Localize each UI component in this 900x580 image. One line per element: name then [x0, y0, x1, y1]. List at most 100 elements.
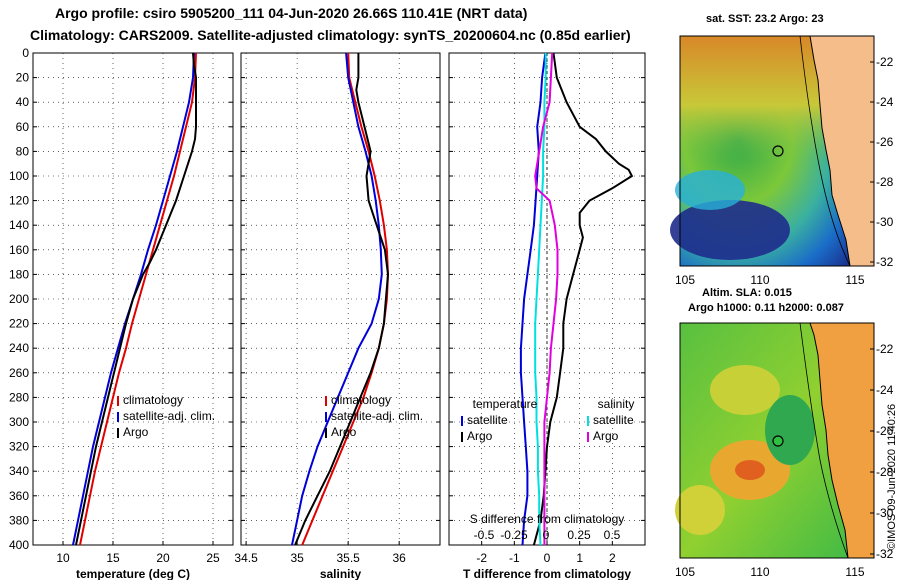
temperature-xtick-label: 15 [106, 551, 120, 565]
diff-top-tick-label: 0.5 [604, 528, 621, 542]
altim-shelf-contour [799, 322, 849, 559]
depth-tick-label: 300 [9, 415, 29, 429]
diff-legend-label-temp: Argo [467, 429, 493, 443]
altAxes-lon-label: 115 [845, 565, 864, 579]
sst-argo-marker [772, 145, 784, 157]
altAxes-lon-label: 110 [750, 565, 769, 579]
salinity-series-climatology [301, 52, 390, 546]
difference-series-salinity-argo [534, 52, 559, 545]
temperature-series-argo [75, 52, 197, 546]
depth-tick-label: 80 [16, 144, 30, 158]
altim-map-frame [679, 322, 875, 559]
temperature-xlabel: temperature (deg C) [76, 567, 190, 580]
temperature-series-satellite-adj-clim- [72, 52, 195, 546]
altim-high-1 [710, 365, 780, 415]
depth-tick-label: 140 [9, 218, 29, 232]
sst-cold-pool [670, 200, 790, 260]
altAxes-lon-label: 105 [675, 565, 695, 579]
altim-low-1 [765, 395, 815, 465]
altim-map-title-2: Argo h1000: 0.11 h2000: 0.087 [688, 302, 844, 314]
difference-xtick-label: 0 [544, 551, 551, 565]
temperature-xtick-label: 10 [56, 551, 70, 565]
diff-legend-label-sal: satellite [593, 413, 634, 427]
salinity-frame [240, 52, 441, 546]
sstAxes-lat-label: -22 [876, 55, 894, 69]
depth-tick-label: 240 [9, 341, 29, 355]
depth-tick-label: 220 [9, 317, 29, 331]
temperature-series-climatology [79, 52, 197, 546]
salinity-xtick-label: 36 [392, 551, 406, 565]
sstAxes-lat-label: -30 [876, 215, 894, 229]
sstAxes-lat-label: -26 [876, 135, 894, 149]
altim-high-3 [675, 485, 725, 535]
altAxes-lat-label: -30 [876, 506, 894, 520]
altAxes-lat-label: -28 [876, 465, 894, 479]
depth-tick-label: 280 [9, 390, 29, 404]
depth-tick-label: 320 [9, 440, 29, 454]
diff-top-tick-label: -0.25 [500, 528, 528, 542]
depth-tick-label: 200 [9, 292, 29, 306]
imos-timestamp: ©IMOS 09-Jun-2020 11:40:26 [886, 403, 898, 550]
depth-tick-label: 120 [9, 194, 29, 208]
altim-high-core [735, 460, 765, 480]
difference-xtick-label: 1 [576, 551, 583, 565]
difference-series-temperature-satellite [519, 52, 547, 546]
depth-tick-label: 260 [9, 366, 29, 380]
temperature-xtick-label: 25 [206, 551, 220, 565]
difference-frame [448, 52, 646, 546]
difference-series-salinity-satellite [534, 53, 547, 546]
temperature-frame [32, 52, 234, 546]
salinity-xlabel: salinity [320, 567, 362, 580]
difference-xtick-label: -2 [476, 551, 487, 565]
altim-map-title-1: Altim. SLA: 0.015 [702, 287, 792, 299]
depth-tick-label: 60 [16, 120, 30, 134]
diff-top-axis-label: S difference from climatology [470, 512, 625, 526]
diff-top-tick-label: 0 [543, 528, 550, 542]
temperature-legend-label: Argo [123, 425, 149, 439]
diff-legend-label-temp: satellite [467, 413, 508, 427]
diff-top-tick-label: 0.25 [567, 528, 591, 542]
temperature-xtick-label: 20 [156, 551, 170, 565]
altAxes-lat-label: -26 [876, 424, 894, 438]
diff-top-tick-label: -0.5 [474, 528, 495, 542]
salinity-xtick-label: 35 [290, 551, 304, 565]
salinity-xtick-label: 35.5 [336, 551, 360, 565]
salinity-legend-label: Argo [331, 425, 357, 439]
altAxes-lat-label: -24 [876, 383, 894, 397]
temperature-legend-label: satellite-adj. clim. [123, 409, 215, 423]
sst-shelf-contour [799, 35, 851, 267]
temperature-legend-label: climatology [123, 393, 183, 407]
difference-xtick-label: -1 [509, 551, 520, 565]
salinity-xtick-label: 34.5 [234, 551, 258, 565]
depth-tick-label: 340 [9, 464, 29, 478]
plot-title-line2: Climatology: CARS2009. Satellite-adjuste… [30, 27, 631, 43]
depth-tick-label: 380 [9, 513, 29, 527]
altim-map: -22 -24 -26 -28 -30 -32 105 110 115 [675, 322, 894, 579]
sstAxes-lon-label: 105 [675, 273, 695, 287]
altAxes-lat-label: -32 [876, 547, 894, 561]
depth-tick-label: 20 [16, 71, 30, 85]
depth-tick-label: 400 [9, 538, 29, 552]
difference-xtick-label: 2 [609, 551, 616, 565]
depth-tick-label: 360 [9, 489, 29, 503]
salinity-series-argo [294, 53, 390, 546]
salinity-legend-label: satellite-adj. clim. [331, 409, 423, 423]
depth-tick-label: 0 [22, 46, 29, 60]
difference-series-temperature-argo [532, 52, 634, 546]
sst-cyan-patch [675, 170, 745, 210]
sstAxes-lat-label: -32 [876, 255, 894, 269]
depth-tick-label: 160 [9, 243, 29, 257]
depth-tick-label: 40 [16, 95, 30, 109]
sstAxes-lat-label: -28 [876, 175, 894, 189]
depth-tick-label: 100 [9, 169, 29, 183]
diff-legend-label-sal: Argo [593, 429, 619, 443]
salinity-legend-label: climatology [331, 393, 391, 407]
diff-legend-title-salinity: salinity [598, 397, 635, 411]
depth-tick-label: 180 [9, 267, 29, 281]
plot-title-line1: Argo profile: csiro 5905200_111 04-Jun-2… [55, 5, 528, 21]
difference-xlabel: T difference from climatology [463, 567, 631, 580]
altim-argo-marker [772, 435, 784, 447]
sstAxes-lon-label: 115 [845, 273, 864, 287]
sst-map: -22 -24 -26 -28 -30 -32 105 110 115 [670, 35, 894, 287]
salinity-series-satellite-adj-clim- [291, 52, 383, 546]
